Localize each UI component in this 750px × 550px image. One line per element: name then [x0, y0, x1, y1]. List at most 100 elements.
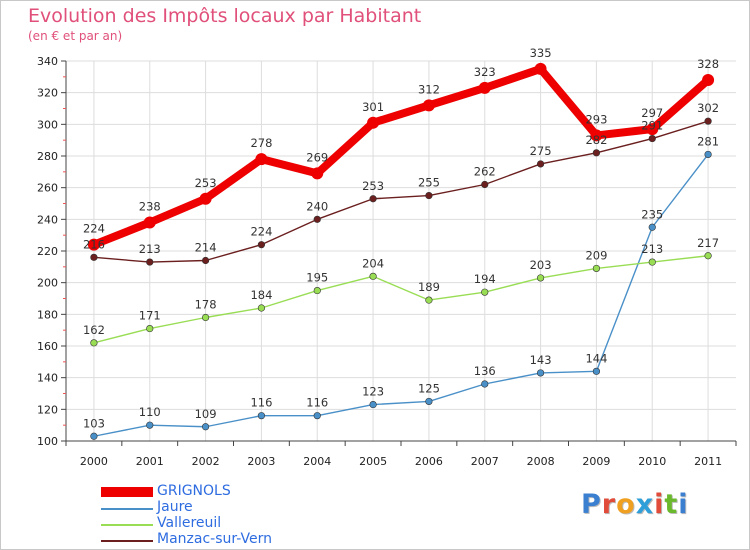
- data-point: [313, 215, 321, 223]
- x-tick-label: 2008: [527, 455, 555, 468]
- x-tick-label: 2004: [303, 455, 331, 468]
- logo-letter: t: [664, 489, 679, 520]
- data-label: 262: [474, 165, 496, 179]
- data-label: 328: [697, 57, 719, 71]
- legend-swatch: [101, 540, 153, 542]
- data-label: 184: [250, 288, 272, 302]
- data-label: 194: [474, 272, 496, 286]
- data-label: 178: [195, 298, 217, 312]
- x-tick-label: 2007: [471, 455, 499, 468]
- y-tick-label: 180: [37, 308, 58, 321]
- legend-swatch: [101, 524, 153, 526]
- data-label: 312: [418, 82, 440, 96]
- data-label: 217: [697, 236, 719, 250]
- data-label: 224: [83, 222, 105, 236]
- data-point: [146, 421, 154, 429]
- x-tick-label: 2009: [582, 455, 610, 468]
- data-label: 302: [697, 101, 719, 115]
- x-tick-label: 2005: [359, 455, 387, 468]
- data-point: [536, 160, 545, 168]
- y-tick-label: 120: [37, 403, 58, 416]
- data-label: 253: [195, 176, 217, 190]
- x-tick-label: 2003: [247, 455, 275, 468]
- data-label: 162: [83, 323, 105, 337]
- data-point: [143, 216, 156, 229]
- logo-letter: r: [601, 489, 617, 520]
- data-point: [257, 412, 266, 420]
- data-label: 282: [585, 133, 607, 147]
- data-point: [536, 369, 545, 377]
- data-point: [90, 339, 98, 347]
- data-label: 238: [139, 200, 161, 214]
- series-line-vallereuil: [93, 255, 709, 344]
- data-label: 204: [362, 256, 384, 270]
- data-point: [201, 423, 210, 431]
- legend-swatch: [101, 487, 153, 497]
- data-point: [201, 256, 210, 265]
- data-point: [646, 123, 659, 136]
- data-point: [704, 150, 712, 159]
- legend-label: Vallereuil: [157, 515, 222, 531]
- data-point: [369, 400, 377, 409]
- x-tick-label: 2010: [638, 455, 666, 468]
- data-label: 109: [195, 407, 217, 421]
- data-label: 224: [250, 225, 272, 239]
- data-point: [481, 180, 489, 189]
- data-label: 278: [250, 136, 272, 150]
- data-label: 291: [641, 119, 663, 133]
- data-point: [592, 149, 601, 157]
- data-label: 116: [306, 396, 328, 410]
- y-tick-label: 220: [37, 245, 58, 258]
- data-point: [367, 116, 380, 129]
- data-point: [425, 397, 433, 406]
- data-point: [313, 286, 321, 295]
- data-point: [313, 412, 321, 420]
- data-label: 189: [418, 280, 440, 294]
- logo-letter: x: [635, 489, 655, 520]
- data-point: [648, 223, 656, 231]
- data-point: [201, 313, 210, 322]
- data-label: 125: [418, 381, 440, 395]
- data-point: [592, 264, 601, 273]
- data-label: 235: [641, 207, 663, 221]
- data-label: 209: [585, 248, 607, 262]
- data-label: 171: [139, 309, 161, 323]
- data-label: 143: [530, 353, 552, 367]
- y-tick-label: 300: [37, 118, 58, 131]
- data-label: 116: [250, 396, 272, 410]
- data-label: 281: [697, 134, 719, 148]
- data-label: 136: [474, 364, 496, 378]
- data-point: [257, 241, 266, 249]
- data-label: 240: [306, 199, 328, 213]
- data-point: [311, 167, 324, 180]
- data-label: 213: [139, 242, 161, 256]
- data-point: [255, 153, 268, 166]
- legend-swatch: [101, 508, 153, 510]
- data-label: 275: [530, 144, 552, 158]
- data-label: 103: [83, 416, 105, 430]
- data-point: [536, 274, 545, 282]
- data-label: 323: [474, 65, 496, 79]
- data-label: 255: [418, 176, 440, 190]
- data-point: [704, 252, 712, 260]
- data-label: 293: [585, 112, 607, 126]
- data-label: 301: [362, 100, 384, 114]
- data-point: [425, 296, 433, 304]
- proxiti-logo: Proxiti: [581, 489, 689, 520]
- data-point: [199, 192, 212, 205]
- data-point: [90, 253, 98, 261]
- line-chart: 100 120 140 160 180 200 220 240 260 280 300 320 340 2…: [37, 46, 737, 468]
- data-point: [648, 134, 656, 143]
- chart-title: Evolution des Impôts locaux par Habitant: [28, 5, 422, 27]
- x-tick-label: 2011: [694, 455, 722, 468]
- data-point: [90, 432, 98, 440]
- legend-label: Manzac-sur-Vern: [157, 531, 272, 547]
- data-point: [648, 258, 656, 266]
- data-point: [146, 258, 154, 266]
- legend-label: GRIGNOLS: [157, 483, 231, 499]
- chart-subtitle: (en € et par an): [28, 29, 123, 43]
- data-point: [481, 380, 489, 388]
- logo-letter: o: [616, 489, 636, 520]
- series-line-grignols: [89, 64, 713, 249]
